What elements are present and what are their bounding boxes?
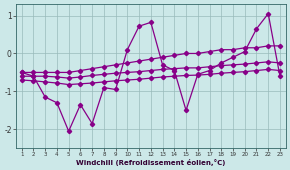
- X-axis label: Windchill (Refroidissement éolien,°C): Windchill (Refroidissement éolien,°C): [76, 159, 226, 166]
